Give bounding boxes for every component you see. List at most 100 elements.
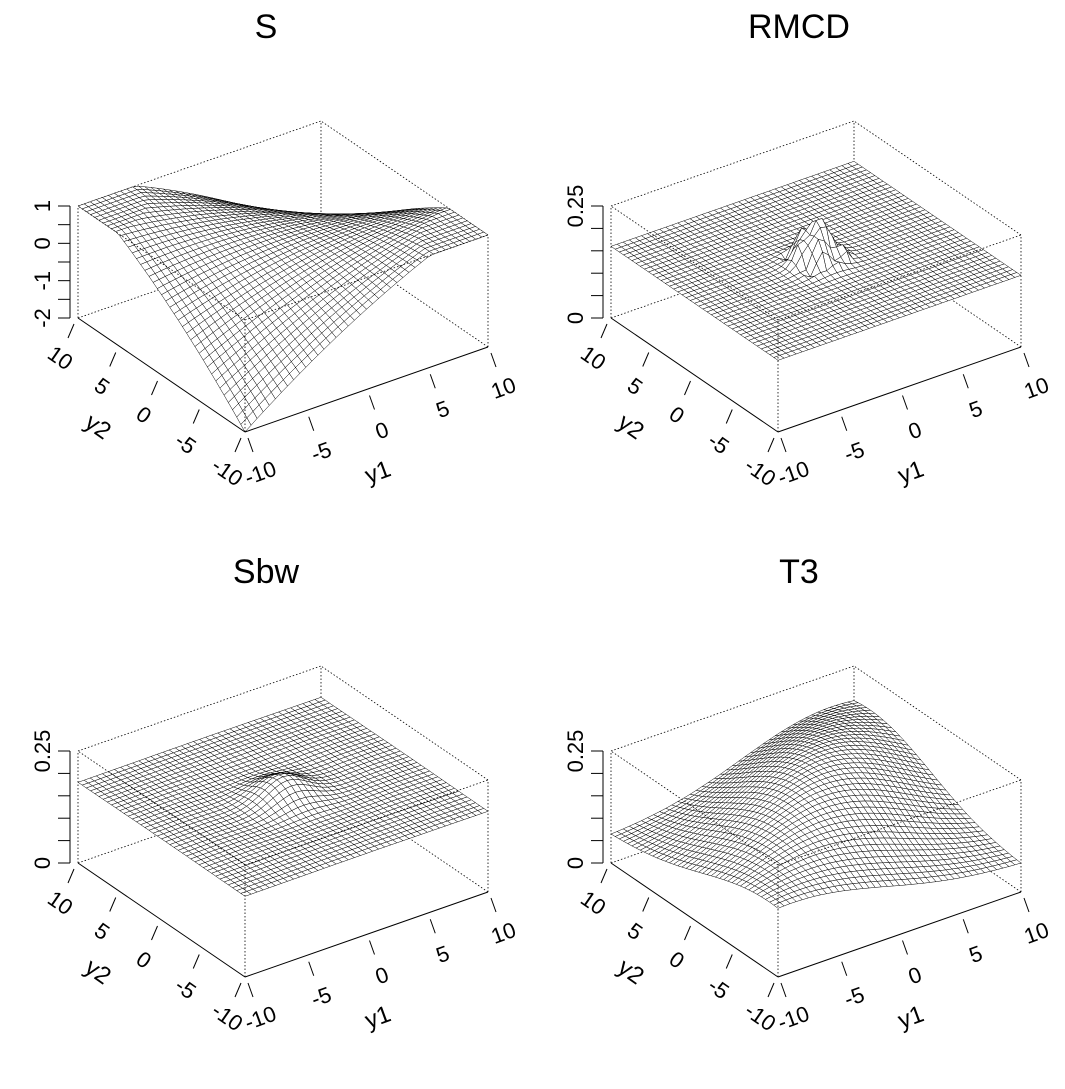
- z-tick-label: -1: [30, 271, 55, 291]
- z-tick-label: 0.25: [563, 185, 588, 228]
- x-tick-label: 5: [966, 395, 986, 423]
- x-tick: [308, 961, 315, 976]
- x-tick-label: -10: [241, 456, 279, 490]
- surface-facet: [240, 891, 252, 897]
- y-tick: [67, 323, 75, 339]
- box-edge: [610, 120, 855, 207]
- z-tick-label: 0: [30, 857, 55, 869]
- y-axis-line: [77, 317, 246, 433]
- y-tick: [109, 897, 117, 912]
- panel-title: Sbw: [232, 553, 300, 591]
- x-tick-label: 0: [372, 962, 392, 990]
- y-axis-label: y2: [80, 954, 116, 991]
- box-edge: [320, 120, 489, 236]
- panel-t3: T3 -10 -5 0 5 10 y1 -10 -5 0 5 10 y2 0 0.25: [533, 545, 1065, 1089]
- y-tick-label: 5: [623, 373, 647, 401]
- y-tick-label: 10: [576, 341, 610, 376]
- x-axis-line: [244, 346, 489, 433]
- y-tick: [725, 409, 733, 424]
- x-tick: [490, 897, 497, 913]
- y-axis-line: [610, 317, 779, 433]
- y-axis-line: [77, 862, 246, 978]
- x-tick-label: 0: [905, 417, 925, 445]
- y-tick-label: 0: [132, 401, 156, 429]
- y-tick-label: -5: [170, 973, 200, 1005]
- x-axis-label: y1: [361, 455, 394, 489]
- x-tick: [962, 374, 969, 389]
- surface-facet: [773, 355, 785, 361]
- x-tick: [1023, 352, 1030, 368]
- panel-title: T3: [779, 553, 819, 591]
- z-tick-label: -2: [30, 308, 55, 328]
- y-tick-label: 10: [43, 341, 77, 376]
- x-tick-label: 0: [372, 417, 392, 445]
- box-edge: [244, 234, 489, 321]
- x-tick-label: -10: [241, 1001, 279, 1035]
- x-axis-label: y1: [894, 455, 927, 489]
- y-tick-label: 5: [90, 373, 114, 401]
- y-tick: [684, 380, 691, 396]
- box-edge: [77, 205, 246, 321]
- box-edge: [77, 750, 246, 866]
- box-edge: [320, 665, 489, 781]
- y-tick-label: 0: [665, 401, 689, 429]
- y-tick: [234, 437, 242, 453]
- box-edge: [853, 120, 1022, 236]
- y-tick-label: -5: [170, 428, 200, 460]
- surface-mesh: [77, 185, 489, 433]
- x-tick: [429, 919, 436, 934]
- y-tick: [767, 437, 775, 453]
- z-tick-label: 0.25: [30, 730, 55, 773]
- panel-title: S: [254, 8, 278, 46]
- x-tick: [429, 374, 436, 389]
- x-tick-label: -5: [841, 437, 868, 467]
- x-tick: [780, 437, 787, 453]
- z-tick-label: 0: [30, 237, 55, 249]
- x-tick: [902, 395, 908, 410]
- box-edge: [777, 234, 1022, 321]
- y-tick: [67, 868, 75, 884]
- x-tick-label: 10: [488, 372, 520, 404]
- x-tick: [369, 395, 375, 410]
- y-tick-label: 0: [132, 946, 156, 974]
- y-tick: [192, 409, 200, 424]
- y-tick-label: -10: [207, 452, 247, 491]
- x-tick-label: -5: [308, 437, 335, 467]
- z-tick-label: 1: [30, 200, 55, 212]
- x-tick: [369, 940, 375, 955]
- panel-s: S -10 -5 0 5 10 y1 -10 -5 0 5 10 y2 -2 -1 0 1: [0, 0, 532, 544]
- box-edge: [610, 665, 855, 752]
- x-tick-label: 5: [433, 940, 453, 968]
- y-tick: [151, 925, 158, 941]
- box-edge: [77, 665, 322, 752]
- y-axis-label: y2: [613, 409, 649, 446]
- box-edge: [244, 779, 489, 866]
- panel-rmcd: RMCD -10 -5 0 5 10 y1 -10 -5 0 5 10 y2 0 0.25: [533, 0, 1065, 544]
- surface-mesh: [610, 161, 1022, 361]
- x-axis-line: [777, 346, 1022, 433]
- x-tick: [247, 982, 254, 998]
- x-tick: [841, 416, 848, 431]
- y-axis-label: y2: [80, 409, 116, 446]
- surface-mesh: [610, 700, 1022, 909]
- y-tick: [642, 352, 650, 367]
- x-tick-label: 10: [1021, 372, 1053, 404]
- x-tick-label: 5: [433, 395, 453, 423]
- x-axis-line: [244, 891, 489, 978]
- y-tick: [151, 380, 158, 396]
- panel-title: RMCD: [748, 8, 850, 46]
- x-tick: [308, 416, 315, 431]
- x-tick-label: -5: [308, 982, 335, 1012]
- z-tick-label: 0: [563, 312, 588, 324]
- y-tick: [192, 954, 200, 969]
- y-tick-label: -10: [207, 997, 247, 1036]
- x-axis-label: y1: [361, 1000, 394, 1034]
- x-tick: [247, 437, 254, 453]
- x-tick-label: -10: [774, 456, 812, 490]
- box-edge: [610, 205, 779, 321]
